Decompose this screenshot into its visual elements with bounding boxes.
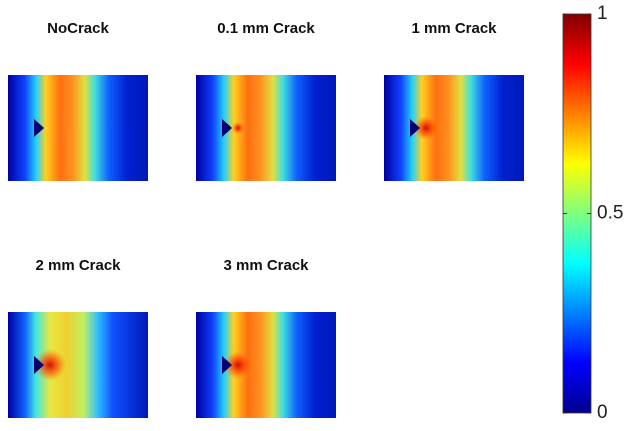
heatmap: [8, 75, 148, 181]
panel-title: 3 mm Crack: [223, 257, 309, 274]
panel-title: 2 mm Crack: [35, 257, 121, 274]
panel-title: 0.1 mm Crack: [217, 20, 315, 37]
heatmap: [196, 75, 336, 181]
colorbar: [563, 14, 591, 413]
panel-title: NoCrack: [47, 20, 109, 37]
heatmap: [196, 312, 336, 418]
hot-spot: [232, 122, 244, 134]
heatmap: [8, 312, 148, 418]
colorbar-tick-label: 1: [597, 3, 608, 24]
panel-title: 1 mm Crack: [411, 20, 497, 37]
colorbar-tick-label: 0: [597, 402, 608, 423]
colorbar-tick-label: 0.5: [597, 203, 623, 224]
figure: NoCrack 0.1 mm Crack 1 mm Crack 2 mm Crack 3…: [0, 0, 628, 431]
heatmap: [384, 75, 524, 181]
